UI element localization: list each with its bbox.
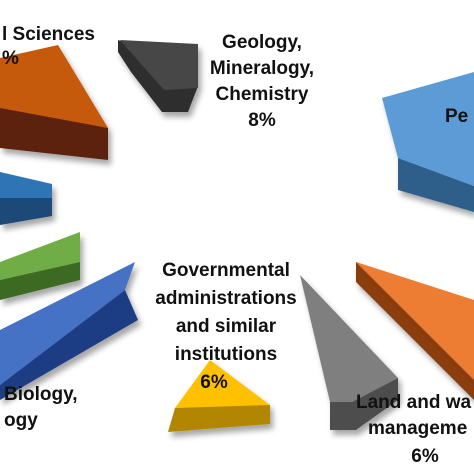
pie-slice-geology (118, 40, 198, 112)
label-sciences-value: % (2, 48, 19, 69)
label-governmental-line-4: institutions (175, 344, 277, 365)
label-governmental-line-1: Governmental (162, 260, 290, 281)
pie-slice-green-side (0, 262, 80, 300)
label-personnel: Pe (445, 106, 468, 127)
pie-slice-personnel (382, 72, 474, 212)
label-biology-line-1: Biology, (4, 384, 78, 405)
pie-slice-navy-top (0, 172, 52, 198)
pie-slice-green (0, 232, 80, 300)
pie-slice-sciences-top (0, 45, 108, 128)
label-geology-value: 8% (248, 110, 276, 131)
label-geology-line-2: Mineralogy, (210, 58, 314, 79)
pie-slice-orange (356, 262, 474, 400)
label-sciences-line-1: l Sciences (2, 24, 95, 45)
pie-slice-green-top (0, 232, 80, 280)
pie-slice-biology-top (0, 262, 135, 385)
label-land-water-value: 6% (411, 446, 439, 467)
pie-slice-governmental (168, 360, 270, 432)
label-geology-line-3: Chemistry (216, 84, 309, 105)
pie-slice-governmental-side (168, 405, 270, 432)
label-geology-line-1: Geology, (222, 32, 302, 53)
pie-slice-governmental-top (175, 360, 270, 408)
pie-slice-navy-side (0, 198, 52, 225)
pie-slice-land-water-top (300, 275, 398, 402)
pie-slice-personnel-side (398, 158, 474, 212)
label-governmental-line-2: administrations (155, 288, 296, 309)
pie-slice-sciences-side (0, 100, 108, 160)
pie-slice-biology-side (0, 290, 138, 400)
pie-slice-sciences (0, 45, 108, 160)
label-governmental-value: 6% (200, 372, 228, 393)
label-biology-line-2: ogy (4, 410, 38, 431)
pie-slice-geology-top (120, 40, 198, 90)
pie-slice-biology (0, 262, 138, 400)
pie-slice-personnel-top (382, 72, 474, 186)
label-land-water-line-1: Land and wa (356, 392, 472, 413)
label-governmental-line-3: and similar (176, 316, 277, 337)
label-land-water-line-2: manageme (368, 418, 467, 439)
pie-slice-navy (0, 172, 52, 225)
pie-slice-land-water-side (330, 378, 398, 430)
pie-slice-orange-side (356, 262, 474, 400)
label-sciences: l Sciences (2, 24, 95, 45)
pie-slice-land-water (300, 275, 398, 430)
